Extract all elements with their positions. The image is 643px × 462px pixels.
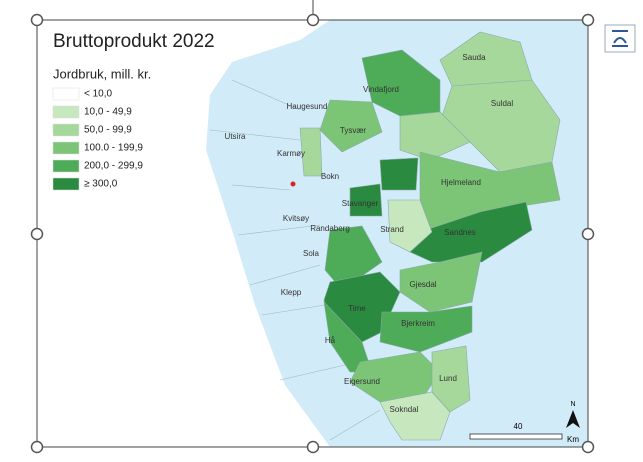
place-label: Tysvær — [340, 126, 367, 135]
legend-label: 200,0 - 299,9 — [84, 161, 143, 172]
legend: < 10,0 10,0 - 49,9 50,0 - 99,9 100.0 - 199,… — [52, 87, 143, 191]
place-label: Hå — [325, 336, 336, 345]
legend-swatch — [52, 177, 80, 191]
legend-label: 100.0 - 199,9 — [84, 143, 143, 154]
legend-label: 10,0 - 49,9 — [84, 107, 132, 118]
place-label: Stavanger — [342, 199, 379, 208]
map-title: Bruttoprodukt 2022 — [53, 31, 215, 52]
legend-label: ≥ 300,0 — [84, 179, 118, 190]
resize-handles[interactable] — [30, 13, 595, 454]
place-label: Strand — [380, 225, 404, 234]
place-label: Klepp — [281, 288, 302, 297]
legend-swatch — [52, 87, 80, 101]
place-label: Sauda — [462, 53, 486, 62]
place-label: Utsira — [225, 132, 246, 141]
legend-label: < 10,0 — [84, 89, 113, 100]
legend-label: 50,0 - 99,9 — [84, 125, 132, 136]
legend-title: Jordbruk, mill. kr. — [53, 66, 151, 81]
scale-bar: 40 Km — [469, 422, 579, 444]
scale-unit: Km — [567, 435, 579, 444]
place-label: Bjerkreim — [401, 319, 435, 328]
place-label: Eigersund — [344, 377, 380, 386]
place-label: Karmøy — [277, 149, 305, 158]
place-label: Vindafjord — [363, 85, 399, 94]
place-label: Bokn — [321, 172, 339, 181]
municipalities — [299, 31, 561, 441]
place-label: Hjelmeland — [441, 178, 481, 187]
legend-swatch — [52, 105, 80, 119]
place-label: Haugesund — [287, 102, 328, 111]
layout-options-button[interactable] — [604, 24, 636, 53]
scale-label: 40 — [514, 422, 523, 431]
marker — [290, 181, 296, 187]
place-label: Kvitsøy — [283, 214, 309, 223]
north-label: N — [570, 401, 575, 408]
legend-swatch — [52, 141, 80, 155]
place-label: Gjesdal — [409, 280, 436, 289]
place-label: Sola — [303, 249, 320, 258]
legend-swatch — [52, 123, 80, 137]
place-label: Sandnes — [444, 228, 476, 237]
place-label: Lund — [439, 374, 457, 383]
legend-swatch — [52, 159, 80, 173]
north-arrow: N — [566, 401, 580, 428]
place-labels: Sauda Suldal Vindafjord Haugesund Tysvær… — [225, 53, 514, 414]
place-label: Suldal — [491, 99, 513, 108]
place-label: Time — [348, 304, 366, 313]
place-label: Sokndal — [390, 405, 419, 414]
sea-boundaries — [209, 79, 381, 441]
place-label: Randaberg — [310, 224, 350, 233]
